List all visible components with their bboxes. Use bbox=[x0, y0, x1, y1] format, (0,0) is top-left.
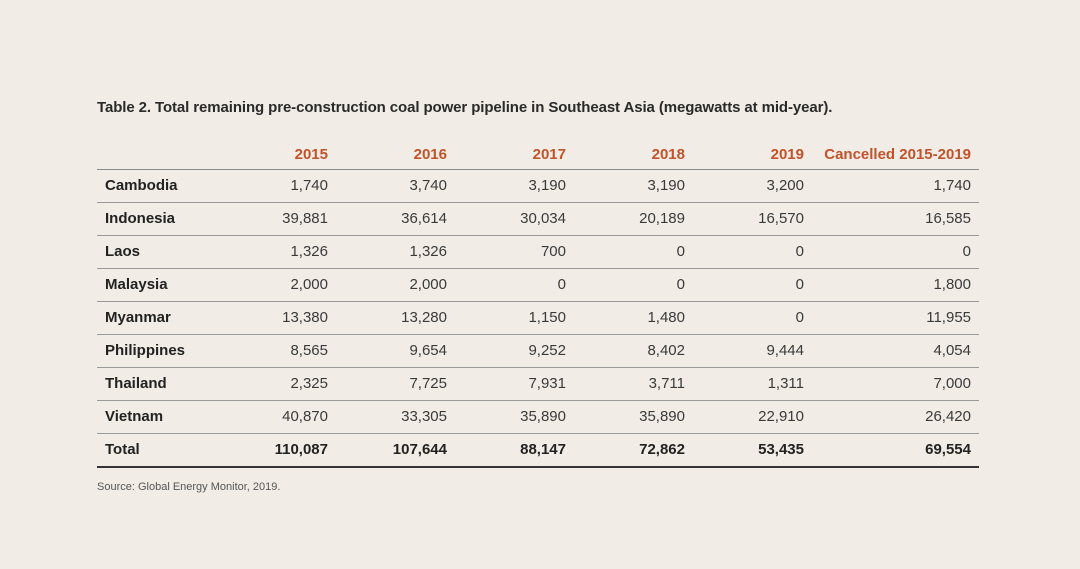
cancelled-cell: 11,955 bbox=[812, 301, 979, 335]
value-2017-cell: 9,252 bbox=[455, 334, 574, 368]
table-row: Cambodia 1,740 3,740 3,190 3,190 3,200 1,740 bbox=[97, 169, 979, 203]
value-2018-cell: 3,190 bbox=[574, 169, 693, 203]
table-row: Vietnam 40,870 33,305 35,890 35,890 22,910 26,… bbox=[97, 400, 979, 434]
value-2018-cell: 0 bbox=[574, 235, 693, 269]
value-2019-cell: 16,570 bbox=[693, 202, 812, 236]
value-2016-cell: 36,614 bbox=[336, 202, 455, 236]
value-2016-cell: 33,305 bbox=[336, 400, 455, 434]
total-value-2016-cell: 107,644 bbox=[336, 433, 455, 468]
country-cell: Thailand bbox=[97, 367, 218, 401]
country-cell: Cambodia bbox=[97, 169, 218, 203]
value-2019-cell: 0 bbox=[693, 301, 812, 335]
header-2016: 2016 bbox=[336, 140, 455, 170]
cancelled-cell: 16,585 bbox=[812, 202, 979, 236]
header-country-blank bbox=[97, 140, 218, 170]
table-caption: Table 2. Total remaining pre-constructio… bbox=[97, 99, 833, 116]
value-2015-cell: 2,325 bbox=[218, 367, 336, 401]
country-cell: Myanmar bbox=[97, 301, 218, 335]
value-2016-cell: 3,740 bbox=[336, 169, 455, 203]
cancelled-cell: 0 bbox=[812, 235, 979, 269]
value-2018-cell: 35,890 bbox=[574, 400, 693, 434]
value-2017-cell: 35,890 bbox=[455, 400, 574, 434]
value-2015-cell: 2,000 bbox=[218, 268, 336, 302]
value-2018-cell: 8,402 bbox=[574, 334, 693, 368]
header-2018: 2018 bbox=[574, 140, 693, 170]
value-2018-cell: 3,711 bbox=[574, 367, 693, 401]
value-2016-cell: 13,280 bbox=[336, 301, 455, 335]
value-2018-cell: 20,189 bbox=[574, 202, 693, 236]
value-2015-cell: 39,881 bbox=[218, 202, 336, 236]
header-2017: 2017 bbox=[455, 140, 574, 170]
value-2016-cell: 1,326 bbox=[336, 235, 455, 269]
table-row: Indonesia 39,881 36,614 30,034 20,189 16,570 1… bbox=[97, 202, 979, 236]
total-value-2018-cell: 72,862 bbox=[574, 433, 693, 468]
table-row: Philippines 8,565 9,654 9,252 8,402 9,444 4,05… bbox=[97, 334, 979, 368]
value-2019-cell: 3,200 bbox=[693, 169, 812, 203]
country-cell: Indonesia bbox=[97, 202, 218, 236]
source-note: Source: Global Energy Monitor, 2019. bbox=[97, 481, 281, 493]
value-2019-cell: 0 bbox=[693, 268, 812, 302]
value-2019-cell: 22,910 bbox=[693, 400, 812, 434]
value-2019-cell: 0 bbox=[693, 235, 812, 269]
value-2015-cell: 1,740 bbox=[218, 169, 336, 203]
table-header-row: 2015 2016 2017 2018 2019 Cancelled 2015-… bbox=[97, 140, 979, 170]
value-2019-cell: 9,444 bbox=[693, 334, 812, 368]
country-cell: Vietnam bbox=[97, 400, 218, 434]
value-2019-cell: 1,311 bbox=[693, 367, 812, 401]
header-cancelled: Cancelled 2015-2019 bbox=[812, 140, 979, 170]
value-2016-cell: 7,725 bbox=[336, 367, 455, 401]
table-row: Malaysia 2,000 2,000 0 0 0 1,800 bbox=[97, 268, 979, 302]
total-value-2017-cell: 88,147 bbox=[455, 433, 574, 468]
header-2019: 2019 bbox=[693, 140, 812, 170]
value-2018-cell: 1,480 bbox=[574, 301, 693, 335]
table-row: Laos 1,326 1,326 700 0 0 0 bbox=[97, 235, 979, 269]
value-2015-cell: 8,565 bbox=[218, 334, 336, 368]
value-2017-cell: 1,150 bbox=[455, 301, 574, 335]
value-2017-cell: 3,190 bbox=[455, 169, 574, 203]
value-2015-cell: 13,380 bbox=[218, 301, 336, 335]
value-2017-cell: 700 bbox=[455, 235, 574, 269]
table-row: Thailand 2,325 7,725 7,931 3,711 1,311 7,000 bbox=[97, 367, 979, 401]
value-2016-cell: 2,000 bbox=[336, 268, 455, 302]
cancelled-cell: 1,740 bbox=[812, 169, 979, 203]
total-country-cell: Total bbox=[97, 433, 218, 468]
value-2015-cell: 40,870 bbox=[218, 400, 336, 434]
header-2015: 2015 bbox=[218, 140, 336, 170]
total-row: Total 110,087 107,644 88,147 72,862 53,435 69,… bbox=[97, 433, 979, 468]
cancelled-cell: 26,420 bbox=[812, 400, 979, 434]
value-2017-cell: 30,034 bbox=[455, 202, 574, 236]
value-2017-cell: 7,931 bbox=[455, 367, 574, 401]
total-value-2019-cell: 53,435 bbox=[693, 433, 812, 468]
coal-pipeline-table: 2015 2016 2017 2018 2019 Cancelled 2015-… bbox=[97, 140, 979, 468]
cancelled-cell: 4,054 bbox=[812, 334, 979, 368]
value-2016-cell: 9,654 bbox=[336, 334, 455, 368]
total-cancelled-cell: 69,554 bbox=[812, 433, 979, 468]
value-2017-cell: 0 bbox=[455, 268, 574, 302]
cancelled-cell: 1,800 bbox=[812, 268, 979, 302]
country-cell: Philippines bbox=[97, 334, 218, 368]
value-2015-cell: 1,326 bbox=[218, 235, 336, 269]
value-2018-cell: 0 bbox=[574, 268, 693, 302]
cancelled-cell: 7,000 bbox=[812, 367, 979, 401]
country-cell: Malaysia bbox=[97, 268, 218, 302]
total-value-2015-cell: 110,087 bbox=[218, 433, 336, 468]
table-row: Myanmar 13,380 13,280 1,150 1,480 0 11,955 bbox=[97, 301, 979, 335]
country-cell: Laos bbox=[97, 235, 218, 269]
